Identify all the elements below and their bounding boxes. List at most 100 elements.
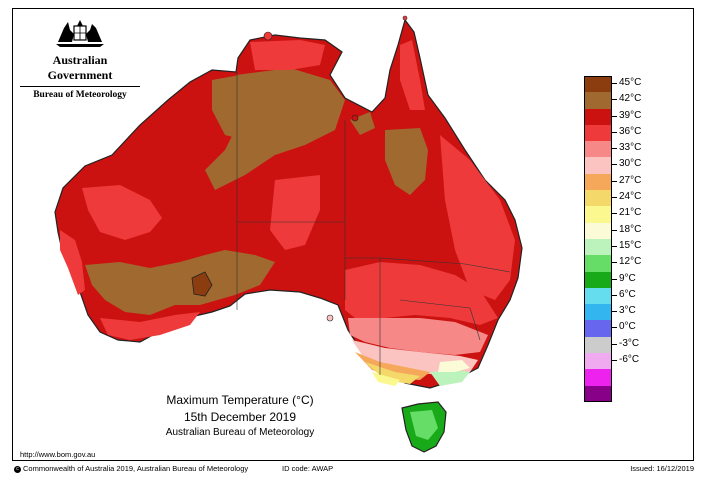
legend-tick — [612, 294, 617, 296]
legend-row: 24°C — [584, 190, 674, 207]
state-borders — [236, 72, 511, 375]
legend-label: 9°C — [619, 272, 636, 284]
region-gippsland-cool — [430, 370, 470, 386]
temperature-legend: 45°C 42°C 39°C 36°C 33°C 30°C 27°C 24°C 21°C 18°C… — [584, 76, 674, 402]
footer: c Commonwealth of Australia 2019, Austral… — [12, 463, 694, 475]
legend-label: 0°C — [619, 321, 636, 333]
legend-label: -3°C — [619, 337, 640, 349]
legend-swatch — [584, 385, 612, 402]
legend-row: 3°C — [584, 304, 674, 321]
bureau-name: Bureau of Meteorology — [33, 90, 127, 100]
bom-url[interactable]: http://www.bom.gov.au — [20, 450, 96, 459]
map-title-block: Maximum Temperature (°C) 15th December 2… — [140, 393, 340, 438]
coat-of-arms-icon — [56, 20, 104, 47]
legend-row: 15°C — [584, 238, 674, 256]
legend-tick — [612, 360, 617, 362]
copyright-icon: c — [14, 465, 21, 473]
legend-tick — [612, 164, 617, 166]
hot-spot-45 — [191, 271, 213, 297]
hot-region-south-west — [85, 250, 275, 315]
island-north-qld — [402, 15, 408, 21]
legend-tick — [612, 83, 617, 84]
legend-tick — [612, 131, 617, 133]
legend-tick — [612, 327, 617, 329]
copyright: c Commonwealth of Australia 2019, Austral… — [14, 464, 248, 473]
legend-label: 21°C — [619, 207, 642, 219]
legend-tick — [612, 197, 617, 199]
id-code: ID code: AWAP — [282, 464, 334, 473]
warm-region-southern-coast — [100, 312, 200, 340]
legend-tick — [612, 262, 617, 264]
legend-row: 42°C — [584, 92, 674, 109]
legend-row: -3°C — [584, 336, 674, 354]
region-victoria-21 — [372, 372, 400, 386]
region-alpine-cool — [438, 360, 470, 372]
hot-region-northern-territory — [205, 68, 345, 190]
legend-label: 45°C — [619, 77, 642, 88]
legend-row: 33°C — [584, 141, 674, 158]
legend-swatch — [584, 320, 612, 337]
legend-tick — [612, 213, 617, 215]
island-melville — [263, 31, 273, 41]
region-south-east-33 — [348, 318, 488, 355]
legend-label: 30°C — [619, 158, 642, 170]
legend-swatch — [584, 108, 612, 125]
legend-label: 15°C — [619, 239, 642, 251]
legend-tick — [612, 245, 617, 247]
legend-row: 0°C — [584, 320, 674, 337]
legend-tick — [612, 115, 617, 117]
legend-swatch — [584, 304, 612, 321]
legend-row — [584, 369, 674, 386]
legend-swatch — [584, 173, 612, 191]
legend-label: -6°C — [619, 354, 640, 366]
legend-row: -6°C — [584, 353, 674, 370]
warm-region-west-coast — [60, 230, 85, 295]
legend-label: 42°C — [619, 93, 642, 105]
tasmania-cool-region — [410, 410, 438, 440]
legend-tick — [612, 229, 617, 231]
government-logo: Australian Government Bureau of Meteorol… — [20, 16, 140, 100]
legend-row: 36°C — [584, 124, 674, 142]
legend-label: 18°C — [619, 223, 642, 235]
legend-row: 9°C — [584, 271, 674, 288]
legend-label: 3°C — [619, 305, 636, 317]
warm-region-cape-york — [400, 40, 425, 110]
region-south-east-36 — [345, 262, 498, 325]
region-victoria-27 — [355, 352, 430, 380]
government-name: Australian Government — [20, 53, 140, 87]
legend-swatch — [584, 255, 612, 272]
legend-swatch — [584, 271, 612, 288]
legend-row: 39°C — [584, 108, 674, 125]
legend-row: 21°C — [584, 206, 674, 223]
legend-row: 12°C — [584, 255, 674, 272]
legend-swatch — [584, 76, 612, 93]
warm-region-east-coast — [440, 135, 515, 300]
copyright-text: Commonwealth of Australia 2019, Australi… — [23, 464, 249, 473]
legend-swatch — [584, 92, 612, 109]
hot-region-queensland — [385, 128, 428, 195]
legend-label: 33°C — [619, 142, 642, 154]
legend-row: 45°C — [584, 76, 674, 93]
legend-swatch — [584, 141, 612, 158]
legend-tick — [612, 311, 617, 313]
legend-swatch — [584, 157, 612, 174]
legend-swatch — [584, 222, 612, 239]
legend-swatch — [584, 124, 612, 142]
legend-swatch — [584, 353, 612, 370]
map-agency: Australian Bureau of Meteorology — [165, 427, 315, 438]
region-victoria-24 — [365, 362, 420, 384]
legend-label: 24°C — [619, 191, 642, 203]
legend-swatch — [584, 238, 612, 256]
warm-region-pilbara — [82, 185, 162, 240]
legend-label: 36°C — [619, 125, 642, 137]
legend-label: 6°C — [619, 288, 636, 300]
legend-row: 6°C — [584, 287, 674, 305]
legend-row: 27°C — [584, 173, 674, 191]
legend-tick — [612, 278, 617, 280]
issued-date: Issued: 16/12/2019 — [630, 464, 694, 473]
legend-row: 30°C — [584, 157, 674, 174]
legend-row — [584, 385, 674, 402]
legend-swatch — [584, 336, 612, 354]
island-groote — [351, 114, 359, 122]
